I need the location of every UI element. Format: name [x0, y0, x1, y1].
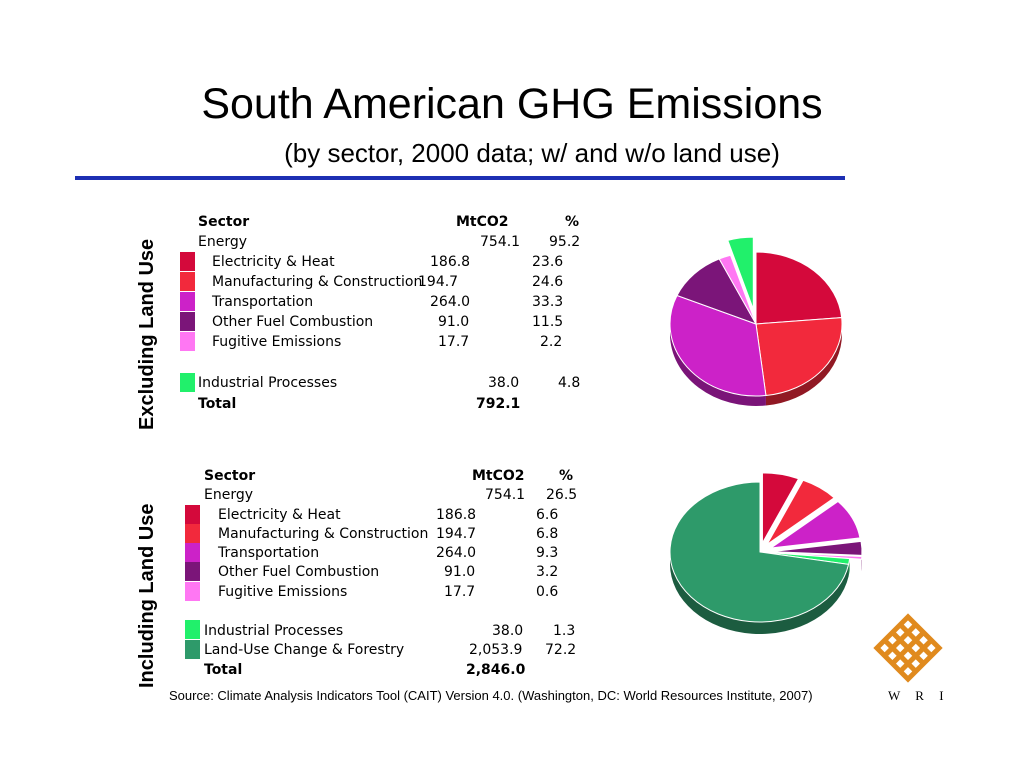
- swatch-electricity: [180, 252, 195, 271]
- row-label: Other Fuel Combustion: [218, 564, 380, 580]
- swatch-other-fuel: [185, 562, 200, 581]
- header-unit: MtCO2: [456, 214, 509, 230]
- pie-slice: [755, 317, 843, 397]
- row-pct: 72.2: [545, 642, 577, 658]
- pie-slice: [718, 254, 757, 325]
- row-label: Transportation: [218, 545, 320, 561]
- row-value: 38.0: [488, 375, 520, 391]
- row-pct: 3.2: [536, 564, 559, 580]
- row-label: Transportation: [212, 294, 314, 310]
- page-title: South American GHG Emissions: [201, 80, 823, 128]
- swatch-fugitive: [185, 582, 200, 601]
- swatch-industrial: [185, 620, 200, 639]
- row-label: Energy: [198, 234, 248, 250]
- header-pct: %: [559, 468, 574, 484]
- header-unit: MtCO2: [472, 468, 525, 484]
- row-value: 17.7: [444, 584, 476, 600]
- row-label: Manufacturing & Construction: [218, 526, 429, 542]
- pie-chart-excluding-land-use: [669, 236, 843, 406]
- row-label: Total: [198, 396, 237, 412]
- pie-slice: [755, 251, 843, 325]
- row-label: Energy: [204, 487, 254, 503]
- pie-slice: [770, 500, 861, 549]
- row-value: 754.1: [480, 234, 521, 250]
- wri-logo-icon: [873, 613, 943, 683]
- row-value: 91.0: [444, 564, 476, 580]
- pie-slice: [766, 479, 836, 545]
- header-sector: Sector: [204, 468, 256, 484]
- row-label: Manufacturing & Construction: [212, 274, 423, 290]
- row-value: 38.0: [492, 623, 524, 639]
- swatch-land-use: [185, 640, 200, 659]
- header-sector: Sector: [198, 214, 250, 230]
- row-label: Fugitive Emissions: [212, 334, 342, 350]
- pie-slice: [761, 472, 800, 545]
- swatch-electricity: [185, 505, 200, 524]
- pie-slice: [727, 236, 754, 310]
- table-including: Sector MtCO2 % Energy 754.1 26.5 Electri…: [185, 468, 605, 683]
- row-value: 792.1: [476, 396, 521, 412]
- side-label-including: Including Land Use: [136, 503, 158, 688]
- row-pct: 23.6: [532, 254, 564, 270]
- row-value: 194.7: [418, 274, 459, 290]
- swatch-transportation: [180, 292, 195, 311]
- row-value: 754.1: [485, 487, 526, 503]
- row-label: Other Fuel Combustion: [212, 314, 374, 330]
- page-subtitle: (by sector, 2000 data; w/ and w/o land u…: [284, 138, 780, 168]
- row-label: Industrial Processes: [198, 375, 338, 391]
- pie-slice: [669, 294, 767, 397]
- swatch-manufacturing: [185, 524, 200, 543]
- pie-slice-side: [765, 324, 842, 406]
- swatch-other-fuel: [180, 312, 195, 331]
- row-pct: 2.2: [540, 334, 563, 350]
- swatch-fugitive: [180, 332, 195, 351]
- swatch-industrial: [180, 373, 195, 392]
- pie-slice: [676, 258, 758, 325]
- row-pct: 11.5: [532, 314, 564, 330]
- row-label: Electricity & Heat: [212, 254, 335, 270]
- row-label: Industrial Processes: [204, 623, 344, 639]
- wri-logo-text: W R I: [888, 688, 950, 703]
- row-value: 186.8: [430, 254, 471, 270]
- pie-slice: [771, 540, 863, 556]
- row-pct: 1.3: [553, 623, 576, 639]
- row-pct: 6.6: [536, 507, 559, 523]
- row-value: 186.8: [436, 507, 477, 523]
- row-label: Total: [204, 662, 243, 678]
- row-value: 264.0: [430, 294, 471, 310]
- pie-slice-side: [670, 324, 766, 406]
- row-pct: 24.6: [532, 274, 564, 290]
- title-divider: [75, 176, 845, 180]
- swatch-transportation: [185, 543, 200, 562]
- side-label-excluding: Excluding Land Use: [136, 238, 158, 430]
- row-value: 264.0: [436, 545, 477, 561]
- row-pct: 0.6: [536, 584, 559, 600]
- source-citation: Source: Climate Analysis Indicators Tool…: [169, 688, 813, 703]
- row-label: Fugitive Emissions: [218, 584, 348, 600]
- row-pct: 9.3: [536, 545, 559, 561]
- row-value: 17.7: [438, 334, 470, 350]
- row-pct: 4.8: [558, 375, 581, 391]
- row-label: Land-Use Change & Forestry: [204, 642, 405, 658]
- row-pct: 95.2: [549, 234, 581, 250]
- row-label: Electricity & Heat: [218, 507, 341, 523]
- row-pct: 6.8: [536, 526, 559, 542]
- swatch-manufacturing: [180, 272, 195, 291]
- header-pct: %: [565, 214, 580, 230]
- pie-chart-including-land-use: [669, 472, 863, 634]
- row-value: 194.7: [436, 526, 477, 542]
- row-pct: 33.3: [532, 294, 564, 310]
- pie-slice: [669, 481, 850, 623]
- table-excluding: Sector MtCO2 % Energy 754.1 95.2 Electri…: [178, 214, 598, 419]
- row-value: 2,053.9: [469, 642, 523, 658]
- row-value: 91.0: [438, 314, 470, 330]
- row-pct: 26.5: [546, 487, 578, 503]
- row-value: 2,846.0: [466, 662, 526, 678]
